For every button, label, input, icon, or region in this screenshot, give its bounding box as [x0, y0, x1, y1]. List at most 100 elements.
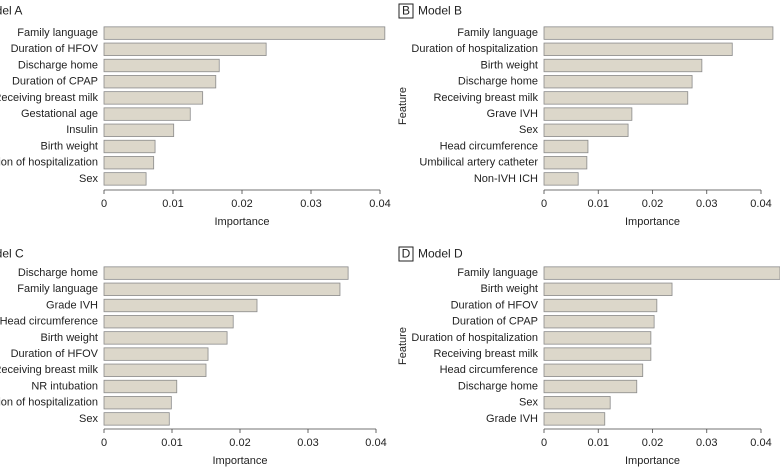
- bar: [103, 315, 234, 329]
- x-axis-label: Importance: [212, 455, 267, 467]
- y-tick-label: Family language: [457, 267, 538, 279]
- bar: [543, 315, 655, 329]
- y-tick-label: Family language: [17, 27, 98, 39]
- bar: [103, 156, 155, 170]
- x-tick-label: 0.02: [642, 437, 663, 449]
- x-tick-label: 0.04: [369, 198, 390, 210]
- bar: [103, 363, 207, 377]
- x-tick-label: 0.01: [162, 198, 183, 210]
- y-tick-label: Duration of CPAP: [452, 316, 538, 328]
- y-tick-label: Discharge home: [18, 59, 98, 71]
- bar: [543, 347, 652, 361]
- y-axis-label: Feature: [397, 327, 409, 365]
- bar: [103, 266, 349, 280]
- bar: [543, 91, 689, 105]
- bar: [103, 26, 386, 40]
- y-tick-label: Duration of hospitalization: [411, 43, 538, 55]
- y-tick-label: Family language: [457, 27, 538, 39]
- y-tick-label: Gestational age: [21, 108, 98, 120]
- bar: [103, 91, 204, 105]
- y-tick-label: Duration of hospitalization: [0, 397, 98, 409]
- y-tick-label: Insulin: [66, 124, 98, 136]
- bar: [543, 42, 733, 56]
- panel-title: Model B: [418, 4, 462, 18]
- y-tick-label: Sex: [519, 397, 538, 409]
- bar: [103, 282, 341, 296]
- x-tick-label: 0: [541, 437, 547, 449]
- bar: [103, 75, 217, 89]
- x-axis-label: Importance: [625, 216, 680, 228]
- bar: [543, 331, 652, 345]
- y-tick-label: Head circumference: [0, 316, 98, 328]
- x-tick-label: 0: [541, 198, 547, 210]
- bar: [543, 123, 629, 137]
- y-tick-label: Receiving breast milk: [433, 348, 538, 360]
- bar: [543, 363, 644, 377]
- x-tick-label: 0.04: [750, 198, 771, 210]
- y-tick-label: Discharge home: [458, 76, 538, 88]
- bar: [543, 282, 673, 296]
- x-tick-label: 0.03: [297, 437, 318, 449]
- y-tick-label: Grade IVH: [486, 413, 538, 425]
- y-tick-label: Duration of CPAP: [12, 76, 98, 88]
- panel-title: Model C: [0, 247, 24, 261]
- x-tick-label: 0.04: [365, 437, 386, 449]
- bar: [103, 412, 170, 426]
- panel-title: Model A: [0, 4, 22, 18]
- bar: [103, 139, 156, 154]
- x-tick-label: 0.01: [588, 198, 609, 210]
- bar: [103, 58, 220, 73]
- bar: [543, 396, 611, 410]
- x-axis-label: Importance: [214, 216, 269, 228]
- y-tick-label: Birth weight: [481, 283, 538, 295]
- y-tick-label: Grade IVH: [46, 299, 98, 311]
- bar: [543, 412, 606, 426]
- bar: [543, 379, 638, 394]
- y-tick-label: Birth weight: [481, 59, 538, 71]
- bar: [103, 107, 191, 121]
- x-tick-label: 0.01: [161, 437, 182, 449]
- bar: [103, 331, 228, 345]
- x-tick-label: 0.02: [229, 437, 250, 449]
- x-tick-label: 0.04: [750, 437, 771, 449]
- y-tick-label: Sex: [519, 124, 538, 136]
- y-tick-label: Receiving breast milk: [0, 364, 98, 376]
- y-tick-label: Duration of hospitalization: [0, 157, 98, 169]
- x-tick-label: 0.02: [231, 198, 252, 210]
- bar: [103, 347, 209, 361]
- x-tick-label: 0.03: [696, 437, 717, 449]
- y-tick-label: Discharge home: [458, 380, 538, 392]
- bar: [103, 42, 267, 56]
- panel-letter-box: [398, 246, 414, 262]
- x-tick-label: 0: [101, 198, 107, 210]
- x-tick-label: 0.02: [642, 198, 663, 210]
- bar: [543, 156, 588, 170]
- y-tick-label: Receiving breast milk: [433, 92, 538, 104]
- bar: [543, 266, 780, 280]
- bar: [103, 396, 172, 410]
- bar: [543, 58, 703, 73]
- y-tick-label: Duration of HFOV: [11, 43, 99, 55]
- bar: [543, 26, 774, 40]
- y-tick-label: Duration of HFOV: [451, 299, 539, 311]
- y-tick-label: Head circumference: [440, 140, 538, 152]
- bar: [103, 172, 147, 186]
- y-tick-label: NR intubation: [31, 380, 98, 392]
- y-tick-label: Non-IVH ICH: [474, 173, 538, 185]
- panel-title: Model D: [418, 247, 463, 261]
- y-tick-label: Grave IVH: [487, 108, 538, 120]
- bar: [103, 123, 175, 137]
- x-tick-label: 0.03: [696, 198, 717, 210]
- y-tick-label: Discharge home: [18, 267, 98, 279]
- bar: [543, 75, 693, 89]
- y-tick-label: Receiving breast milk: [0, 92, 98, 104]
- bar: [543, 172, 579, 186]
- x-tick-label: 0: [101, 437, 107, 449]
- x-axis-label: Importance: [625, 455, 680, 467]
- panel-letter: D: [402, 247, 411, 261]
- bar: [543, 107, 633, 121]
- bar: [103, 379, 178, 394]
- x-tick-label: 0.03: [300, 198, 321, 210]
- bar: [103, 298, 258, 313]
